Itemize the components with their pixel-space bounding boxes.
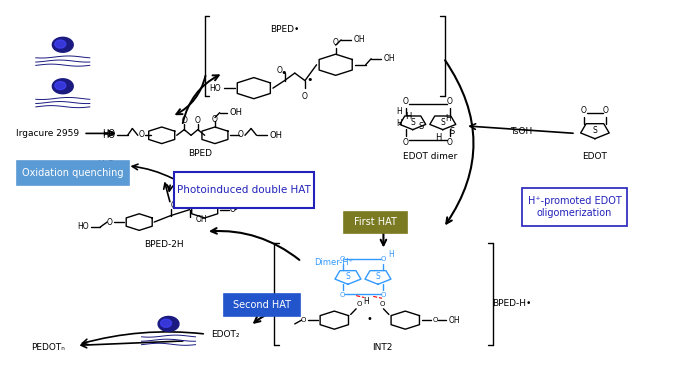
Polygon shape bbox=[52, 79, 73, 94]
Polygon shape bbox=[55, 82, 66, 90]
Text: O: O bbox=[238, 130, 244, 139]
Text: O: O bbox=[195, 116, 201, 125]
Text: HO: HO bbox=[102, 131, 115, 140]
FancyBboxPatch shape bbox=[344, 212, 407, 233]
Text: O: O bbox=[447, 97, 453, 106]
Text: S: S bbox=[346, 272, 350, 281]
Text: H: H bbox=[435, 133, 441, 142]
Text: O: O bbox=[277, 65, 283, 74]
Text: EDOT₂: EDOT₂ bbox=[211, 329, 240, 339]
Text: Oxidation quenching: Oxidation quenching bbox=[23, 168, 124, 178]
Text: OH: OH bbox=[217, 190, 229, 199]
Text: S: S bbox=[410, 117, 415, 127]
Text: H: H bbox=[396, 119, 402, 128]
Text: O: O bbox=[603, 106, 609, 115]
Text: OH: OH bbox=[195, 215, 207, 224]
Text: H: H bbox=[396, 107, 402, 116]
Text: Photoinduced double HAT: Photoinduced double HAT bbox=[177, 185, 310, 195]
Text: H: H bbox=[405, 112, 411, 121]
Text: OH: OH bbox=[269, 131, 282, 140]
Polygon shape bbox=[55, 40, 66, 48]
Text: OH: OH bbox=[353, 35, 365, 44]
Text: Irgacure 2959: Irgacure 2959 bbox=[16, 129, 79, 138]
Text: H: H bbox=[364, 297, 369, 306]
FancyBboxPatch shape bbox=[174, 172, 314, 208]
Text: H: H bbox=[445, 114, 451, 123]
Text: BPED-2H: BPED-2H bbox=[144, 240, 184, 249]
FancyBboxPatch shape bbox=[225, 294, 299, 316]
Text: S: S bbox=[440, 117, 445, 127]
Text: O: O bbox=[379, 301, 385, 307]
Text: BPED-H•: BPED-H• bbox=[493, 299, 532, 308]
Text: OH: OH bbox=[229, 108, 242, 117]
Polygon shape bbox=[52, 37, 73, 52]
Text: OH: OH bbox=[253, 200, 265, 209]
Polygon shape bbox=[160, 319, 172, 327]
Text: Dimer-H⁺: Dimer-H⁺ bbox=[314, 258, 353, 267]
Text: •: • bbox=[367, 314, 373, 324]
Text: O: O bbox=[432, 317, 438, 323]
Text: S: S bbox=[593, 126, 597, 135]
FancyBboxPatch shape bbox=[521, 188, 627, 226]
Text: HO: HO bbox=[102, 129, 115, 138]
Text: O: O bbox=[302, 92, 308, 101]
Text: O: O bbox=[403, 138, 409, 147]
Text: O: O bbox=[381, 256, 386, 262]
Text: O: O bbox=[340, 292, 345, 298]
Text: O: O bbox=[138, 130, 144, 139]
Text: O: O bbox=[340, 256, 345, 262]
Text: O: O bbox=[581, 106, 587, 115]
Text: First HAT: First HAT bbox=[354, 217, 397, 227]
Text: O: O bbox=[403, 97, 409, 106]
Text: •: • bbox=[280, 68, 286, 78]
Text: O: O bbox=[301, 317, 306, 323]
Text: O: O bbox=[212, 115, 218, 124]
Text: OH: OH bbox=[171, 201, 182, 211]
Text: O: O bbox=[381, 292, 386, 298]
Text: EDOT: EDOT bbox=[582, 152, 608, 161]
Text: HO: HO bbox=[77, 222, 89, 231]
Text: OH: OH bbox=[384, 54, 395, 63]
Text: H⁺-promoted EDOT
oligomerization: H⁺-promoted EDOT oligomerization bbox=[527, 196, 621, 218]
Text: O₂: O₂ bbox=[184, 178, 195, 187]
Text: S: S bbox=[375, 272, 380, 281]
Text: O: O bbox=[230, 205, 236, 214]
Text: BPED: BPED bbox=[188, 149, 212, 158]
Text: INT2: INT2 bbox=[372, 343, 393, 352]
FancyBboxPatch shape bbox=[16, 162, 129, 185]
Text: O: O bbox=[356, 301, 362, 307]
Text: PEDOTₙ: PEDOTₙ bbox=[31, 343, 64, 352]
Text: HO: HO bbox=[210, 84, 221, 93]
Text: EDOT dimer: EDOT dimer bbox=[403, 152, 457, 161]
Text: BPED•: BPED• bbox=[270, 25, 299, 34]
Text: O: O bbox=[107, 218, 112, 227]
Text: S: S bbox=[419, 122, 423, 131]
Text: O: O bbox=[447, 138, 453, 147]
Text: O: O bbox=[182, 116, 187, 125]
Polygon shape bbox=[158, 317, 179, 331]
Text: OH: OH bbox=[448, 316, 460, 325]
Text: H₂O₂: H₂O₂ bbox=[97, 160, 118, 169]
Text: Second HAT: Second HAT bbox=[233, 300, 291, 310]
Text: TsOH: TsOH bbox=[510, 127, 532, 136]
Text: H: H bbox=[389, 250, 395, 259]
Text: •: • bbox=[306, 75, 313, 85]
Text: S: S bbox=[449, 127, 454, 136]
Text: O: O bbox=[333, 38, 338, 47]
